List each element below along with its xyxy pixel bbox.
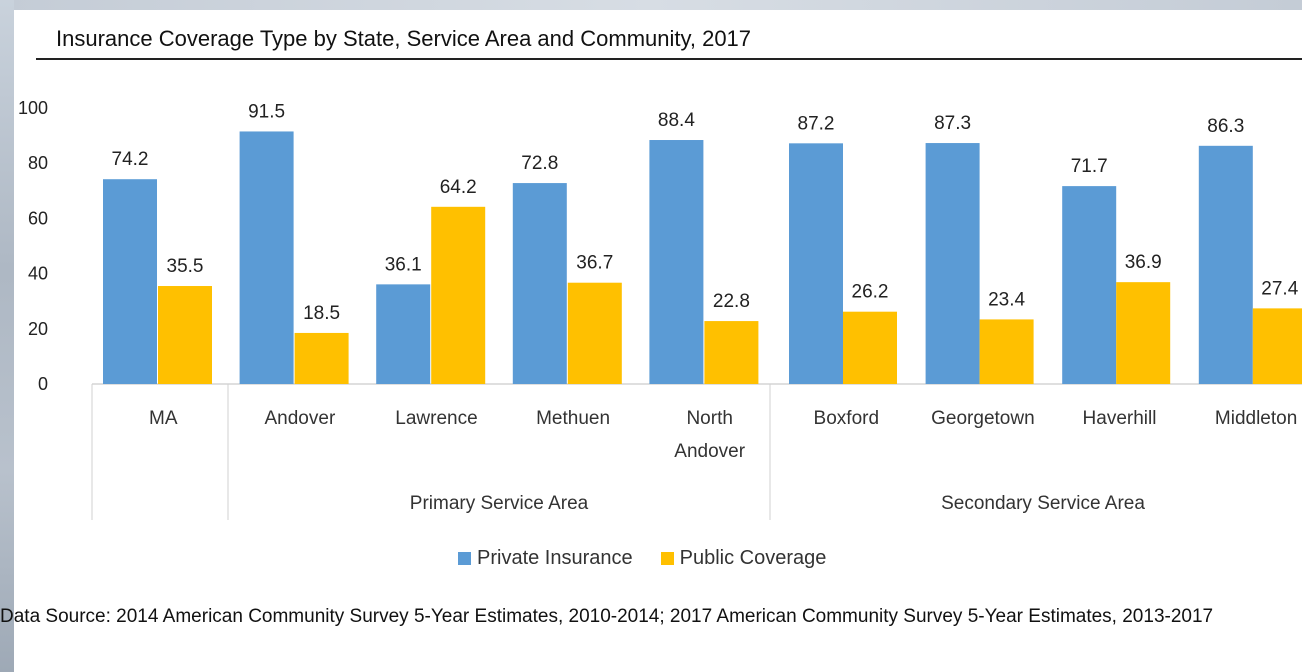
data-label-private: 87.2 (798, 113, 835, 134)
data-label-public: 22.8 (713, 291, 750, 312)
bar-private (789, 143, 843, 384)
legend-item-private: Private Insurance (458, 547, 633, 570)
bar-private (512, 183, 567, 384)
title-rule (36, 58, 1302, 60)
category-label: Lawrence (395, 408, 477, 429)
data-label-public: 23.4 (988, 289, 1025, 310)
data-label-private: 71.7 (1071, 156, 1108, 177)
category-label: Georgetown (931, 408, 1035, 429)
data-label-public: 35.5 (167, 256, 204, 277)
legend-swatch-public (660, 551, 674, 565)
bar-private (376, 284, 431, 384)
y-tick-label: 100 (18, 98, 48, 118)
legend-swatch-private (458, 551, 471, 565)
bar-public (294, 332, 349, 384)
data-label-public: 64.2 (440, 177, 477, 198)
background-edge-left (0, 0, 14, 672)
data-label-public: 18.5 (303, 303, 340, 324)
bar-public (979, 319, 1034, 384)
data-label-private: 72.8 (521, 153, 558, 174)
bar-public (431, 206, 486, 384)
data-label-public: 36.7 (576, 253, 613, 274)
data-label-private: 74.2 (112, 149, 149, 170)
y-tick-label: 40 (28, 264, 48, 284)
data-label-public: 27.4 (1261, 278, 1298, 299)
bar-public (1116, 282, 1171, 384)
data-source-note: Data Source: 2014 American Community Sur… (0, 606, 1214, 627)
y-tick-label: 80 (28, 153, 48, 173)
y-tick-label: 0 (38, 374, 48, 394)
bar-private (925, 143, 980, 384)
group-label: Secondary Service Area (941, 493, 1145, 514)
bar-private (1198, 145, 1253, 384)
background-edge-top (0, 0, 1302, 10)
bar-public (704, 321, 759, 384)
chart-title: Insurance Coverage Type by State, Servic… (56, 26, 752, 51)
category-label: Methuen (536, 408, 610, 429)
legend-label-public: Public Coverage (679, 546, 827, 569)
bar-public (843, 311, 897, 384)
category-label: Middleton (1215, 408, 1297, 429)
bar-private (103, 179, 157, 384)
bar-private (1062, 186, 1117, 384)
bar-public (567, 282, 622, 384)
legend-item-public: Public Coverage (660, 546, 827, 570)
data-label-private: 91.5 (248, 101, 285, 122)
data-label-private: 86.3 (1207, 116, 1244, 137)
group-label: Primary Service Area (410, 493, 589, 514)
data-label-private: 36.1 (385, 254, 422, 275)
bar-public (158, 286, 212, 384)
data-label-private: 87.3 (934, 113, 971, 134)
y-tick-label: 20 (28, 319, 48, 339)
bar-public (1252, 308, 1302, 384)
category-label: Haverhill (1083, 408, 1157, 429)
category-label: North (686, 408, 732, 429)
category-label: Boxford (814, 408, 879, 429)
chart-legend: Private Insurance Public Coverage (458, 545, 854, 571)
data-label-private: 88.4 (658, 110, 695, 131)
y-tick-label: 60 (28, 208, 48, 228)
category-label: MA (149, 408, 178, 429)
data-label-public: 36.9 (1125, 252, 1162, 273)
bar-private (239, 131, 294, 384)
category-label: Andover (265, 408, 336, 429)
bar-private (649, 140, 704, 384)
category-label: Andover (674, 441, 745, 462)
data-label-public: 26.2 (852, 282, 889, 303)
legend-label-private: Private Insurance (477, 546, 633, 569)
